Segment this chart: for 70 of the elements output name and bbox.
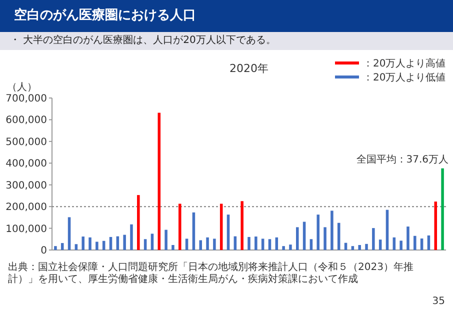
bar bbox=[82, 236, 84, 250]
legend-label: ：20万人より低値 bbox=[363, 72, 446, 84]
bar bbox=[330, 210, 334, 250]
bar bbox=[248, 236, 250, 250]
bar bbox=[137, 195, 140, 250]
bar bbox=[68, 217, 71, 250]
bar bbox=[220, 204, 223, 250]
source-note: 出典：国立社会保障・人口問題研究所「日本の地域別将来推計人口（令和５（2023）年推計）」を用いて、厚生労働省健康・生活衛生局がん・疾病対策課において作成 bbox=[8, 262, 414, 286]
bar bbox=[144, 239, 147, 250]
bar bbox=[310, 239, 313, 250]
y-tick-label: 500,000 bbox=[6, 136, 47, 148]
legend-label: ：20万人より高値 bbox=[363, 58, 446, 70]
bar bbox=[254, 236, 258, 250]
y-tick-label: 700,000 bbox=[6, 94, 47, 104]
bar bbox=[74, 244, 78, 250]
bar bbox=[406, 226, 410, 250]
y-tick-label: 200,000 bbox=[6, 202, 47, 214]
chart-subtitle: ・ 大半の空白のがん医療圏は、人口が20万人以下である。 bbox=[0, 32, 453, 50]
bar bbox=[427, 235, 430, 250]
annotation: 全国平均：37.6万人 bbox=[356, 153, 449, 166]
bar bbox=[213, 238, 216, 250]
bar bbox=[420, 238, 424, 250]
bar bbox=[296, 227, 299, 250]
y-tick-label: 400,000 bbox=[6, 158, 47, 170]
bar bbox=[96, 242, 98, 250]
bar bbox=[441, 168, 444, 250]
text: 35 bbox=[432, 296, 445, 307]
bar bbox=[351, 246, 354, 250]
bar bbox=[434, 202, 438, 250]
bar bbox=[365, 244, 368, 250]
bar bbox=[261, 238, 264, 250]
bar bbox=[109, 236, 112, 250]
y-tick-label: 0 bbox=[40, 246, 47, 256]
bar bbox=[150, 234, 154, 250]
bar bbox=[164, 230, 168, 250]
bar bbox=[226, 214, 230, 250]
bar bbox=[358, 245, 361, 250]
bar bbox=[378, 240, 382, 250]
bar bbox=[302, 222, 306, 250]
y-tick-label: 600,000 bbox=[6, 115, 47, 126]
chart-title: 空白のがん医療圏における人口 bbox=[0, 0, 453, 32]
bar bbox=[289, 244, 292, 250]
bar bbox=[400, 240, 402, 250]
bar bbox=[178, 204, 182, 250]
bar bbox=[206, 237, 209, 250]
bar bbox=[60, 243, 64, 250]
bar bbox=[316, 214, 320, 250]
bar bbox=[386, 210, 389, 250]
bar bbox=[282, 246, 285, 250]
y-tick-label: 100,000 bbox=[6, 224, 47, 235]
bar bbox=[240, 201, 244, 250]
bar bbox=[268, 239, 272, 250]
bar bbox=[123, 234, 126, 250]
bar bbox=[158, 112, 161, 250]
bar bbox=[199, 240, 202, 250]
bar bbox=[130, 224, 133, 250]
bar bbox=[414, 236, 416, 250]
bar bbox=[392, 237, 396, 250]
bar bbox=[185, 238, 188, 250]
text: 2020年 bbox=[230, 62, 268, 75]
bar bbox=[54, 246, 57, 250]
y-axis-title: （人） bbox=[7, 82, 37, 93]
bar bbox=[372, 228, 375, 250]
bar bbox=[324, 227, 326, 250]
bar bbox=[172, 245, 174, 250]
bar bbox=[275, 237, 278, 250]
y-tick-label: 300,000 bbox=[6, 180, 47, 192]
bar bbox=[88, 237, 92, 250]
bar bbox=[337, 222, 340, 250]
bar bbox=[192, 212, 196, 250]
